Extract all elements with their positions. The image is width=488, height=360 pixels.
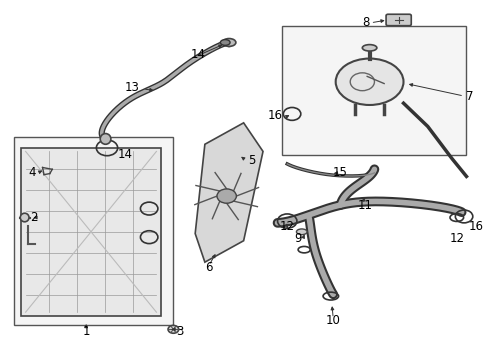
Ellipse shape — [296, 229, 306, 235]
Bar — [20, 148, 161, 316]
Text: 3: 3 — [176, 325, 183, 338]
Text: 7: 7 — [466, 90, 473, 103]
Text: 10: 10 — [325, 314, 340, 327]
Text: 13: 13 — [124, 81, 139, 94]
Ellipse shape — [335, 59, 403, 105]
Text: 1: 1 — [82, 325, 90, 338]
Text: 9: 9 — [294, 233, 301, 246]
Text: 11: 11 — [357, 198, 371, 212]
Text: 15: 15 — [332, 166, 347, 179]
Ellipse shape — [20, 213, 29, 222]
Text: 14: 14 — [190, 49, 205, 62]
Bar — [282, 26, 466, 155]
Text: 12: 12 — [448, 233, 464, 246]
Ellipse shape — [100, 134, 111, 144]
FancyBboxPatch shape — [386, 14, 410, 26]
Ellipse shape — [362, 45, 376, 51]
Text: 4: 4 — [29, 166, 36, 179]
Ellipse shape — [220, 40, 229, 45]
Text: 14: 14 — [117, 148, 132, 162]
Text: 16: 16 — [468, 220, 483, 233]
Ellipse shape — [222, 39, 235, 46]
Text: 8: 8 — [362, 16, 369, 29]
Text: 6: 6 — [204, 261, 212, 274]
Text: 5: 5 — [248, 154, 255, 167]
Text: 16: 16 — [267, 109, 282, 122]
Text: 2: 2 — [30, 211, 38, 224]
Bar — [14, 137, 173, 325]
Polygon shape — [195, 123, 263, 262]
Text: 12: 12 — [279, 220, 294, 233]
Circle shape — [217, 189, 236, 203]
Ellipse shape — [168, 325, 178, 333]
